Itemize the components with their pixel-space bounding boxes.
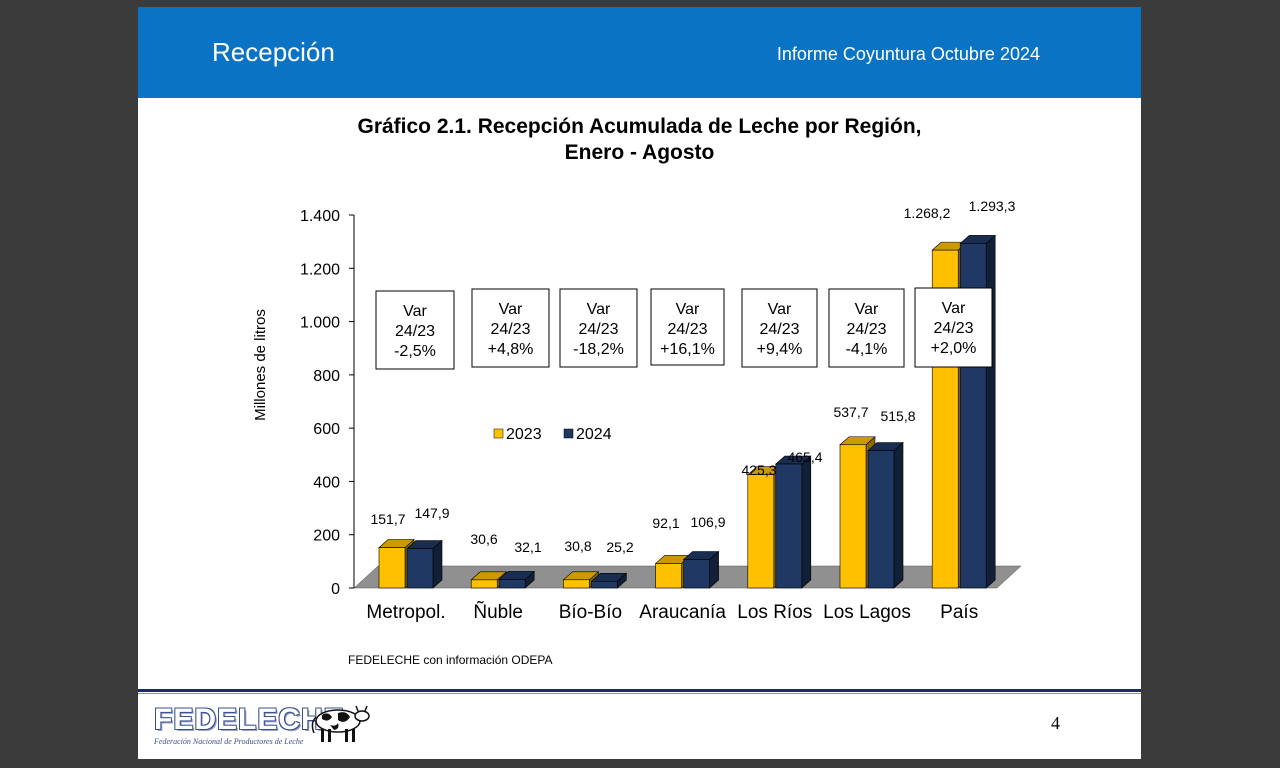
variation-text: Var [676,301,700,318]
variation-text: Var [768,301,792,318]
variation-box [828,288,905,368]
variation-text: -2,5% [394,343,436,360]
variation-text: 24/23 [933,320,973,337]
y-tick-label: 200 [313,528,340,545]
variation-box [375,290,455,370]
y-tick-label: 1.000 [300,315,340,332]
bar-2023 [655,563,682,589]
x-tick-label: Ñuble [473,601,523,623]
page-number: 4 [1051,713,1060,733]
data-label-2024: 25,2 [606,539,633,555]
bar-side-2024 [801,455,812,589]
section-title: Recepción [212,37,335,67]
data-label-2024: 147,9 [414,505,449,521]
y-tick-label: 1.400 [300,208,340,225]
legend-label-2024: 2024 [576,426,612,443]
bar-2023 [378,547,406,589]
data-label-2023: 92,1 [652,515,679,531]
data-label-2024: 1.293,3 [969,198,1016,214]
variation-text: 24/23 [395,323,435,340]
variation-text: 24/23 [578,321,618,338]
variation-text: Var [855,301,879,318]
bar-2024 [775,463,803,589]
footer-divider-thin [138,693,1141,694]
variation-text: Var [587,301,611,318]
data-label-2023: 151,7 [370,511,405,527]
data-label-2024: 515,8 [880,408,915,424]
variation-text: 24/23 [667,321,707,338]
bar-2023 [839,444,867,589]
variation-box [914,287,993,368]
y-tick-label: 1.200 [300,261,340,278]
variation-text: Var [499,301,523,318]
x-tick-label: Araucanía [639,602,726,623]
bar-2024 [406,548,434,589]
legend-swatch-2024 [563,428,574,439]
variation-text: +4,8% [488,341,534,358]
chart-title-line2: Enero - Agosto [564,141,715,164]
y-tick-label: 600 [313,421,340,438]
variation-text: +16,1% [660,341,715,358]
variation-box [471,288,550,368]
y-tick-label: 0 [331,581,340,598]
x-tick-label: País [940,602,978,623]
data-label-2023: 30,8 [564,538,591,554]
bar-2024 [867,450,895,589]
variation-text: 24/23 [846,321,886,338]
bar-2024 [591,580,618,589]
variation-text: Var [942,300,966,317]
legend-label-2023: 2023 [506,426,542,443]
variation-text: 24/23 [759,321,799,338]
bar-2024 [683,559,710,589]
variation-text: +2,0% [931,340,977,357]
source-note: FEDELECHE con información ODEPA [348,653,553,667]
x-tick-label: Metropol. [366,602,445,623]
data-label-2024: 106,9 [690,514,725,530]
data-label-2024: 32,1 [514,539,541,555]
y-tick-label: 800 [313,368,340,385]
footer-divider [138,689,1141,692]
y-axis-label: Millones de litros [252,309,269,421]
report-page: Recepción Informe Coyuntura Octubre 2024… [138,7,1141,759]
legend-swatch-2023 [493,428,504,439]
variation-text: 24/23 [490,321,530,338]
data-label-2023: 537,7 [833,404,868,420]
variation-box [559,288,638,368]
x-tick-label: Los Lagos [823,602,911,623]
variation-box [650,288,725,366]
variation-text: Var [403,303,427,320]
bar-2023 [563,579,590,589]
x-tick-label: Los Ríos [737,602,812,623]
data-label-2024: 465,4 [787,449,822,465]
variation-box [741,288,818,368]
x-tick-label: Bío-Bío [559,602,622,623]
bar-chart: 0 200 400 600 800 1.000 1.200 1.400 Millones de … [252,198,1022,623]
logo-wordmark: FEDELECHE [154,703,345,736]
bar-side-2024 [893,441,904,589]
header-band: Recepción Informe Coyuntura Octubre 2024 [138,7,1141,98]
variation-text: -4,1% [846,341,888,358]
bar-2023 [470,579,498,589]
data-label-2023: 30,6 [470,531,497,547]
data-label-2023: 425,3 [741,462,776,478]
chart-title-line1: Gráfico 2.1. Recepción Acumulada de Lech… [357,115,922,138]
variation-text: +9,4% [757,341,803,358]
bar-2024 [498,579,526,589]
cow-icon [311,705,370,742]
report-title: Informe Coyuntura Octubre 2024 [776,44,1040,64]
y-tick-label: 400 [313,474,340,491]
fedeleche-logo: FEDELECHE Federación Nacional de Product… [152,701,374,751]
variation-text: -18,2% [573,341,624,358]
data-label-2023: 1.268,2 [904,205,951,221]
logo-subtitle: Federación Nacional de Productores de Le… [154,737,304,746]
bar-2023 [747,474,775,589]
